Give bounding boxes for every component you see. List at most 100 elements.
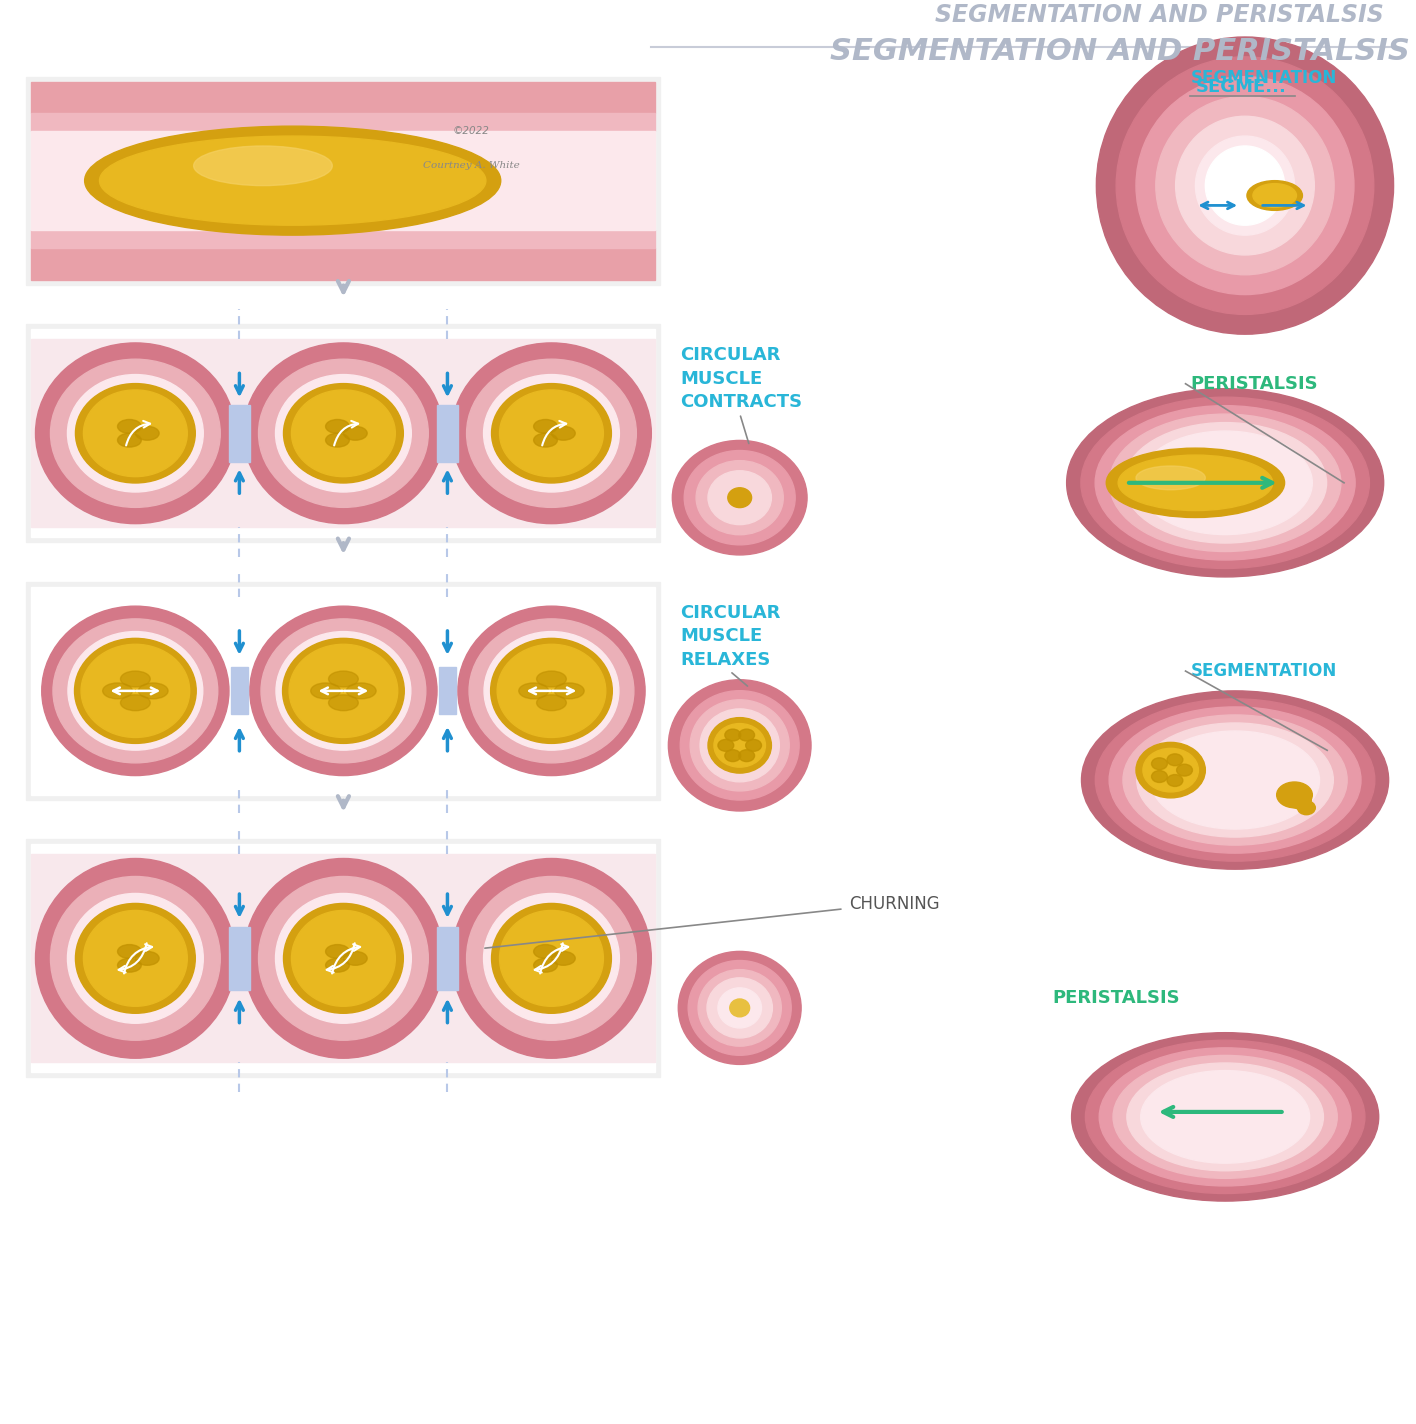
Ellipse shape (490, 638, 612, 743)
Text: PERISTALSIS: PERISTALSIS (1052, 990, 1180, 1007)
Ellipse shape (1106, 449, 1284, 517)
Ellipse shape (551, 426, 575, 440)
Text: SEGMENTATION AND PERISTALSIS: SEGMENTATION AND PERISTALSIS (830, 37, 1409, 66)
Ellipse shape (739, 729, 755, 740)
Bar (31, 587, 656, 795)
Ellipse shape (1141, 1071, 1310, 1163)
Bar (31, 854, 656, 1062)
Ellipse shape (136, 426, 159, 440)
Ellipse shape (344, 951, 367, 965)
Ellipse shape (249, 607, 438, 776)
Ellipse shape (500, 390, 603, 477)
Ellipse shape (118, 420, 142, 433)
Ellipse shape (452, 343, 651, 524)
Ellipse shape (1136, 466, 1205, 490)
Ellipse shape (259, 359, 428, 507)
Ellipse shape (728, 488, 752, 507)
Ellipse shape (680, 691, 799, 800)
Ellipse shape (700, 709, 779, 782)
Ellipse shape (1177, 765, 1192, 776)
Bar (229, 927, 249, 990)
Ellipse shape (120, 671, 150, 686)
Ellipse shape (329, 695, 358, 711)
Ellipse shape (344, 426, 367, 440)
Ellipse shape (276, 375, 411, 493)
Ellipse shape (555, 684, 585, 699)
Bar (31, 339, 656, 527)
Ellipse shape (85, 127, 501, 235)
Text: SEGMENTATION: SEGMENTATION (1191, 662, 1337, 681)
Wedge shape (1155, 97, 1334, 275)
Ellipse shape (1167, 753, 1182, 766)
Ellipse shape (99, 137, 486, 225)
Ellipse shape (1096, 699, 1375, 862)
Text: CIRCULAR
MUSCLE
RELAXES: CIRCULAR MUSCLE RELAXES (680, 604, 780, 669)
Ellipse shape (534, 420, 558, 433)
Ellipse shape (35, 343, 235, 524)
Text: CHURNING: CHURNING (848, 894, 939, 913)
Ellipse shape (718, 739, 733, 752)
Ellipse shape (1109, 706, 1361, 853)
Ellipse shape (244, 859, 443, 1058)
Ellipse shape (483, 375, 619, 493)
Ellipse shape (75, 903, 195, 1014)
Bar (27, 325, 660, 543)
Ellipse shape (1086, 1041, 1365, 1193)
Ellipse shape (75, 383, 195, 483)
Bar (229, 404, 249, 461)
Ellipse shape (118, 944, 142, 958)
Ellipse shape (329, 671, 358, 686)
Ellipse shape (84, 390, 187, 477)
Ellipse shape (1127, 1062, 1324, 1171)
Ellipse shape (1143, 749, 1198, 792)
Ellipse shape (708, 471, 772, 524)
Ellipse shape (326, 433, 350, 447)
Bar (31, 844, 656, 1072)
Bar (27, 840, 660, 1077)
Ellipse shape (41, 607, 229, 776)
Ellipse shape (467, 877, 636, 1041)
Bar (27, 77, 660, 285)
Ellipse shape (1151, 731, 1320, 829)
Ellipse shape (52, 619, 218, 763)
Wedge shape (1096, 37, 1393, 335)
Ellipse shape (725, 749, 741, 762)
Ellipse shape (84, 910, 187, 1007)
Text: SEGMENTATION: SEGMENTATION (1191, 68, 1337, 87)
Ellipse shape (698, 970, 782, 1047)
Ellipse shape (139, 684, 169, 699)
Ellipse shape (1253, 184, 1297, 208)
Ellipse shape (457, 607, 646, 776)
Ellipse shape (1082, 691, 1389, 869)
Ellipse shape (1167, 775, 1182, 786)
Ellipse shape (697, 460, 783, 535)
Ellipse shape (1136, 742, 1205, 797)
Ellipse shape (534, 944, 558, 958)
Ellipse shape (118, 433, 142, 447)
Ellipse shape (1287, 790, 1311, 809)
Ellipse shape (51, 359, 221, 507)
Ellipse shape (1080, 397, 1369, 568)
Ellipse shape (739, 749, 755, 762)
Ellipse shape (537, 671, 566, 686)
Ellipse shape (684, 450, 796, 545)
Ellipse shape (707, 978, 772, 1038)
Ellipse shape (283, 903, 404, 1014)
Ellipse shape (261, 619, 426, 763)
Wedge shape (1195, 137, 1294, 235)
Ellipse shape (1151, 770, 1167, 782)
Ellipse shape (718, 988, 762, 1028)
Ellipse shape (537, 695, 566, 711)
Ellipse shape (326, 958, 350, 973)
Bar (31, 81, 656, 279)
Bar (438, 404, 457, 461)
Ellipse shape (310, 684, 340, 699)
Ellipse shape (714, 723, 766, 768)
Ellipse shape (729, 1000, 749, 1017)
Ellipse shape (347, 684, 377, 699)
Ellipse shape (1095, 406, 1355, 560)
Ellipse shape (1151, 758, 1167, 769)
Ellipse shape (1123, 715, 1347, 844)
Ellipse shape (118, 958, 142, 973)
Ellipse shape (668, 679, 811, 812)
